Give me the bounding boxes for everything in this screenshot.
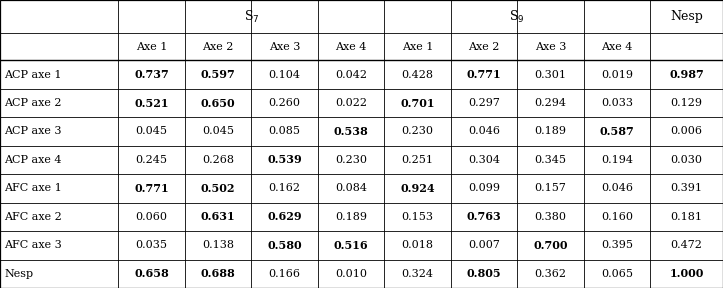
Text: 0.022: 0.022 — [335, 98, 367, 108]
Text: 0.362: 0.362 — [534, 269, 566, 279]
Text: 0.688: 0.688 — [201, 268, 236, 279]
Text: 0.251: 0.251 — [401, 155, 434, 165]
Text: ACP axe 3: ACP axe 3 — [4, 126, 62, 137]
Text: 0.516: 0.516 — [334, 240, 368, 251]
Text: 0.129: 0.129 — [670, 98, 703, 108]
Text: 0.539: 0.539 — [268, 154, 302, 165]
Text: 0.046: 0.046 — [468, 126, 500, 137]
Text: Axe 1: Axe 1 — [402, 42, 433, 52]
Text: 0.230: 0.230 — [335, 155, 367, 165]
Text: Axe 1: Axe 1 — [136, 42, 167, 52]
Text: 0.007: 0.007 — [468, 240, 500, 250]
Text: 0.580: 0.580 — [268, 240, 302, 251]
Text: 0.502: 0.502 — [201, 183, 235, 194]
Text: 0.631: 0.631 — [201, 211, 236, 222]
Text: 0.084: 0.084 — [335, 183, 367, 194]
Text: 0.230: 0.230 — [401, 126, 434, 137]
Text: ACP axe 1: ACP axe 1 — [4, 70, 62, 79]
Text: 0.924: 0.924 — [401, 183, 435, 194]
Text: 0.166: 0.166 — [268, 269, 301, 279]
Text: 0.597: 0.597 — [201, 69, 236, 80]
Text: 0.701: 0.701 — [401, 98, 435, 109]
Text: 0.391: 0.391 — [670, 183, 703, 194]
Text: 0.587: 0.587 — [599, 126, 634, 137]
Text: 0.010: 0.010 — [335, 269, 367, 279]
Text: AFC axe 1: AFC axe 1 — [4, 183, 62, 194]
Text: 0.294: 0.294 — [534, 98, 566, 108]
Text: 0.162: 0.162 — [268, 183, 301, 194]
Text: 0.035: 0.035 — [136, 240, 168, 250]
Text: 0.260: 0.260 — [268, 98, 301, 108]
Text: 0.189: 0.189 — [534, 126, 566, 137]
Text: 0.194: 0.194 — [601, 155, 633, 165]
Text: 0.737: 0.737 — [134, 69, 169, 80]
Text: Axe 4: Axe 4 — [335, 42, 367, 52]
Text: 0.138: 0.138 — [202, 240, 234, 250]
Text: 0.297: 0.297 — [468, 98, 500, 108]
Text: 0.018: 0.018 — [401, 240, 434, 250]
Text: 0.538: 0.538 — [333, 126, 369, 137]
Text: Axe 2: Axe 2 — [469, 42, 500, 52]
Text: 0.345: 0.345 — [534, 155, 566, 165]
Text: 0.104: 0.104 — [268, 70, 301, 79]
Text: 0.771: 0.771 — [466, 69, 501, 80]
Text: 0.324: 0.324 — [401, 269, 434, 279]
Text: 0.629: 0.629 — [268, 211, 302, 222]
Text: 0.650: 0.650 — [201, 98, 236, 109]
Text: 0.301: 0.301 — [534, 70, 566, 79]
Text: 0.046: 0.046 — [601, 183, 633, 194]
Text: 0.006: 0.006 — [670, 126, 703, 137]
Text: Nesp: Nesp — [670, 10, 703, 23]
Text: 0.085: 0.085 — [268, 126, 301, 137]
Text: 0.099: 0.099 — [468, 183, 500, 194]
Text: 0.380: 0.380 — [534, 212, 566, 222]
Text: Nesp: Nesp — [4, 269, 33, 279]
Text: 0.160: 0.160 — [601, 212, 633, 222]
Text: 0.395: 0.395 — [601, 240, 633, 250]
Text: 0.245: 0.245 — [136, 155, 168, 165]
Text: 0.181: 0.181 — [670, 212, 703, 222]
Text: 0.045: 0.045 — [136, 126, 168, 137]
Text: 0.521: 0.521 — [134, 98, 169, 109]
Text: 0.472: 0.472 — [671, 240, 703, 250]
Text: 0.189: 0.189 — [335, 212, 367, 222]
Text: 1.000: 1.000 — [669, 268, 703, 279]
Text: AFC axe 2: AFC axe 2 — [4, 212, 62, 222]
Text: 0.033: 0.033 — [601, 98, 633, 108]
Text: Axe 4: Axe 4 — [602, 42, 633, 52]
Text: 0.060: 0.060 — [136, 212, 168, 222]
Text: 0.019: 0.019 — [601, 70, 633, 79]
Text: Axe 3: Axe 3 — [269, 42, 300, 52]
Text: 0.805: 0.805 — [466, 268, 501, 279]
Text: AFC axe 3: AFC axe 3 — [4, 240, 62, 250]
Text: 0.153: 0.153 — [401, 212, 434, 222]
Text: 0.157: 0.157 — [534, 183, 566, 194]
Text: 0.268: 0.268 — [202, 155, 234, 165]
Text: Axe 2: Axe 2 — [202, 42, 234, 52]
Text: 0.763: 0.763 — [466, 211, 501, 222]
Text: 0.658: 0.658 — [134, 268, 169, 279]
Text: 0.428: 0.428 — [401, 70, 434, 79]
Text: 0.987: 0.987 — [669, 69, 704, 80]
Text: 0.045: 0.045 — [202, 126, 234, 137]
Text: 0.700: 0.700 — [533, 240, 568, 251]
Text: 0.065: 0.065 — [601, 269, 633, 279]
Text: S$_9$: S$_9$ — [510, 8, 525, 24]
Text: 0.304: 0.304 — [468, 155, 500, 165]
Text: ACP axe 4: ACP axe 4 — [4, 155, 62, 165]
Text: 0.030: 0.030 — [670, 155, 703, 165]
Text: ACP axe 2: ACP axe 2 — [4, 98, 62, 108]
Text: 0.042: 0.042 — [335, 70, 367, 79]
Text: Axe 3: Axe 3 — [535, 42, 566, 52]
Text: 0.771: 0.771 — [134, 183, 169, 194]
Text: S$_7$: S$_7$ — [244, 8, 259, 24]
